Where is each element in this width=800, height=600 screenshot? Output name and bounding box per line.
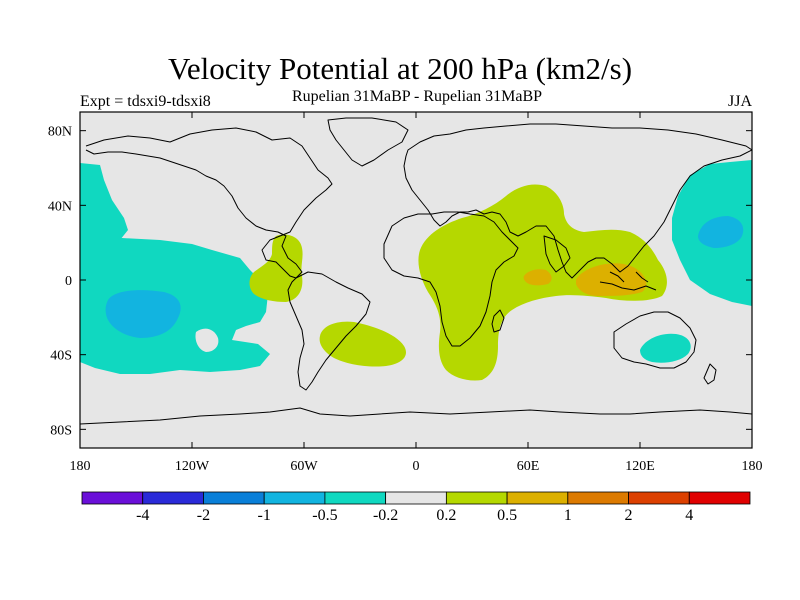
- colorbar-label: 0.5: [497, 507, 517, 524]
- colorbar-swatch: [81, 491, 144, 505]
- colorbar-swatch: [688, 491, 751, 505]
- colorbar-swatch: [506, 491, 569, 505]
- lon-tick-label: 120W: [175, 459, 210, 474]
- colorbar-swatch: [203, 491, 265, 505]
- coastline-madagascar: [491, 309, 505, 333]
- contour-central-pacific-core: [105, 290, 181, 338]
- colorbar-label: -0.2: [373, 507, 398, 524]
- contour-australia: [640, 333, 691, 363]
- colorbar-swatch: [142, 491, 204, 505]
- colorbar-label: 4: [685, 507, 693, 524]
- season-label: JJA: [727, 93, 752, 110]
- colorbar-swatch: [324, 491, 387, 505]
- colorbar-label: 1: [564, 507, 572, 524]
- coastline-south-america: [287, 271, 371, 391]
- coastline-antarctica: [80, 407, 752, 425]
- contour-fills: [80, 160, 752, 381]
- contour-north-pacific-west: [80, 163, 128, 240]
- contour-arabian-sea: [523, 269, 552, 286]
- contour-caribbean: [249, 234, 303, 302]
- lat-tick-label: 40N: [48, 199, 72, 214]
- coastline-greenland: [327, 117, 409, 167]
- lat-tick-label: 0: [65, 274, 72, 289]
- colorbar-label: -0.5: [312, 507, 337, 524]
- colorbar-label: -4: [136, 507, 149, 524]
- coastline-africa: [383, 211, 519, 347]
- lon-tick-label: 60W: [290, 459, 318, 474]
- lon-tick-label: 180: [742, 459, 763, 474]
- colorbar-swatch: [628, 491, 690, 505]
- experiment-label: Expt = tdsxi9-tdsxi8: [80, 93, 211, 110]
- lon-tick-label: 0: [413, 459, 420, 474]
- colorbar-swatch: [445, 491, 508, 505]
- lon-tick-label: 120E: [625, 459, 655, 474]
- colorbar-label: 0.2: [436, 507, 456, 524]
- lat-tick-label: 80S: [50, 423, 72, 438]
- lat-tick-label: 80N: [48, 125, 72, 140]
- colorbar: -4 -2 -1 -0.5 -0.2 0.2 0.5 1 2 4: [81, 491, 751, 524]
- plot-title: Velocity Potential at 200 hPa (km2/s): [167, 51, 633, 86]
- coastline-indian-subcontinent: [543, 235, 571, 273]
- colorbar-label: -2: [197, 507, 210, 524]
- colorbar-swatch: [263, 491, 326, 505]
- contour-bay-of-bengal: [576, 263, 647, 296]
- colorbar-label: 2: [625, 507, 633, 524]
- coastline-north-america: [85, 127, 333, 279]
- coastline-australia: [613, 311, 697, 369]
- contour-nw-pacific-core: [698, 216, 744, 248]
- contour-central-pacific-gap: [195, 328, 219, 352]
- lat-tick-label: 40S: [50, 349, 72, 364]
- coastline-indonesia: [599, 271, 657, 291]
- coastline-eurasia: [403, 123, 752, 279]
- lon-tick-label: 180: [70, 459, 91, 474]
- colorbar-label: -1: [258, 507, 271, 524]
- axis-ticks: 180 120W 60W 0 60E 120E 180 80N 40N 0 40S 80S: [48, 112, 763, 474]
- coastline-new-zealand: [703, 363, 717, 385]
- contour-south-atlantic: [319, 321, 406, 367]
- coastlines: [80, 117, 752, 425]
- colorbar-swatch: [385, 491, 447, 505]
- lon-tick-label: 60E: [517, 459, 540, 474]
- colorbar-swatch: [567, 491, 629, 505]
- period-label: Rupelian 31MaBP - Rupelian 31MaBP: [291, 88, 543, 105]
